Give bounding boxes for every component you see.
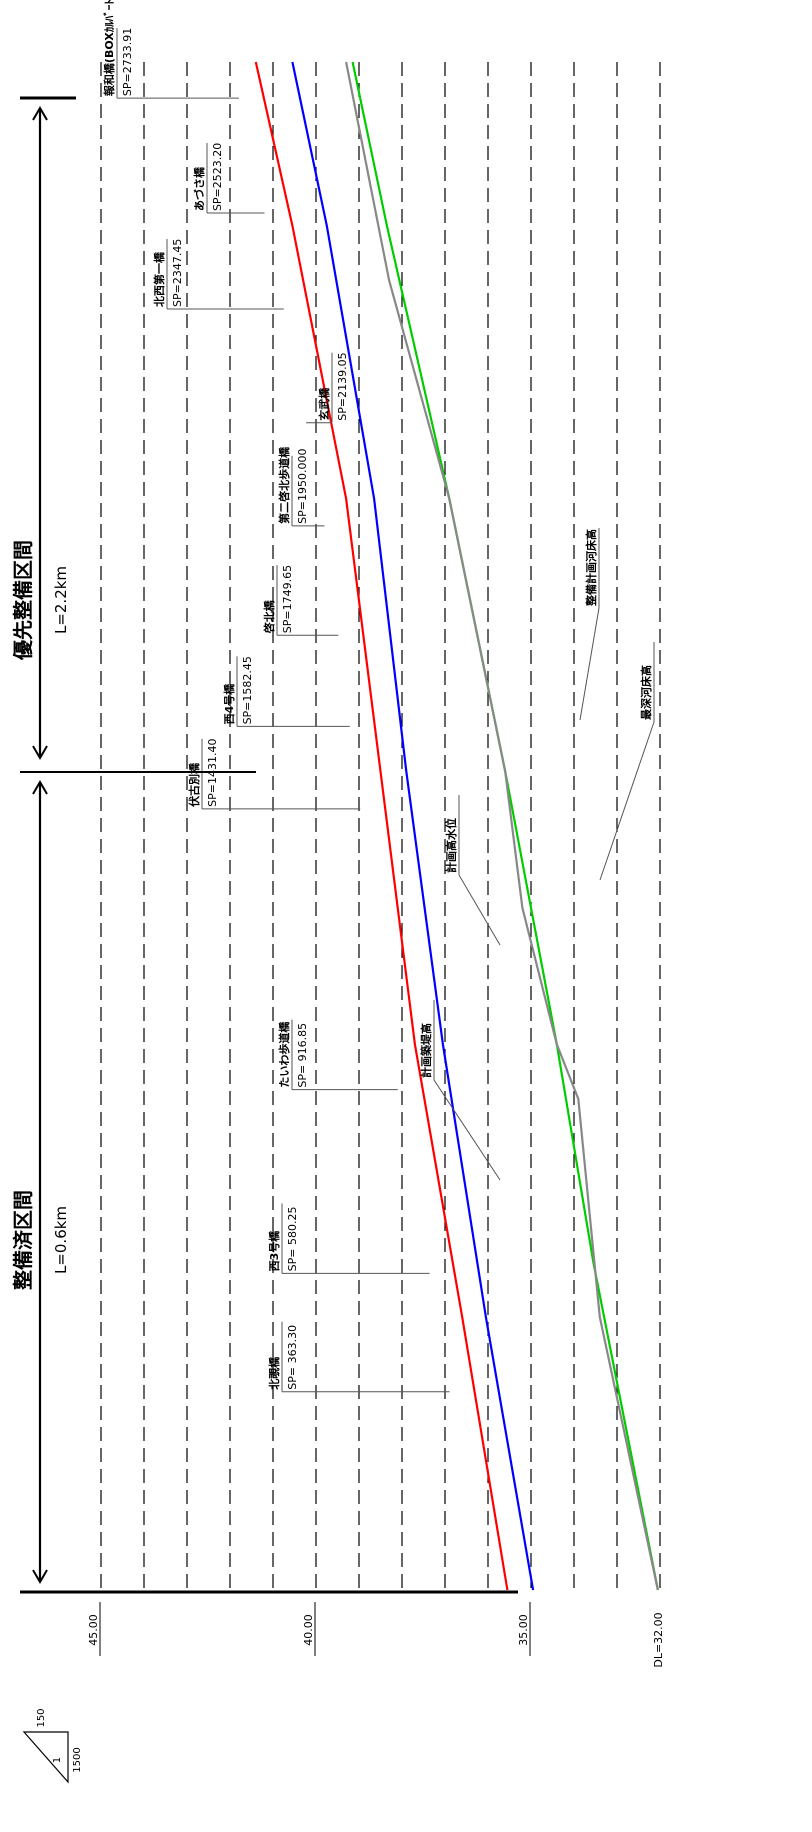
section-length-1: L=2.2km	[52, 566, 70, 634]
bridge-sp: SP= 916.85	[296, 1023, 309, 1088]
bridge-sp: SP=2523.20	[211, 143, 224, 211]
section-length-0: L=0.6km	[52, 1206, 70, 1274]
bridge-sp: SP=1749.65	[281, 565, 294, 633]
bridge-sp: SP= 363.30	[286, 1325, 299, 1390]
callout-leader	[433, 1079, 501, 1181]
bridge-name: 報和橋(BOXｶﾙﾊﾞｰﾄ)	[102, 0, 116, 96]
series-line-3	[345, 61, 659, 1591]
callout-leader	[599, 721, 655, 881]
scale-triangle: 1 150 1500	[22, 1708, 83, 1784]
y-tick-label: 45.00	[87, 1614, 100, 1646]
series-line-1	[291, 61, 535, 1591]
datum-label: DL=32.00	[652, 1612, 665, 1667]
bridge-name: 玄武橋	[317, 387, 331, 421]
bridge-name: 北西第一橋	[152, 251, 166, 307]
bridge-sp: SP=2139.05	[336, 352, 349, 420]
callout-label: 整備計画河床高	[584, 529, 598, 607]
series-line-0	[254, 61, 509, 1591]
bridge-name: 第二啓北歩道橋	[277, 446, 291, 524]
scale-triangle-shape	[22, 1731, 69, 1784]
grid: 45.00 40.00 35.00 DL=32.00	[87, 62, 665, 1668]
scale-vertical-value: 150	[36, 1708, 47, 1727]
bridge-name: 西4号橋	[222, 683, 236, 725]
callout-leader	[458, 874, 501, 946]
bridge-sp: SP=1582.45	[241, 656, 254, 724]
scale-horizontal-value: 1500	[72, 1747, 83, 1772]
bridge-name: 啓北橋	[262, 599, 276, 633]
bridge-sp: SP=2733.91	[121, 28, 134, 96]
bridge-name: 北覗橋	[267, 1356, 281, 1390]
callout-label: 最深河床高	[639, 665, 653, 720]
bridge-name: あづさ橋	[192, 166, 206, 211]
bridge-markers: 北覗橋 SP= 363.30 西3号橋 SP= 580.25 たいわ歩道橋 SP= 916…	[102, 0, 450, 1393]
arrow-head	[32, 1569, 48, 1584]
series-line-2	[351, 61, 659, 1591]
arrow-head	[32, 745, 48, 760]
arrow-head	[32, 780, 48, 795]
section-name-1: 優先整備区間	[11, 540, 35, 661]
bridge-sp: SP=1950.000	[296, 449, 309, 524]
bridge-name: 伏古別橋	[187, 762, 201, 807]
bridge-name: 西3号橋	[267, 1230, 281, 1272]
bridge-sp: SP= 580.25	[286, 1207, 299, 1272]
callout-label: 計画高水位	[444, 818, 458, 873]
y-tick-label: 40.00	[302, 1614, 315, 1646]
section-name-0: 整備済区間	[11, 1190, 35, 1291]
scale-vertical-unit: 1	[52, 1757, 63, 1763]
bridge-name: たいわ歩道橋	[277, 1021, 291, 1088]
section-markers: 整備済区間 L=0.6km 優先整備区間 L=2.2km	[11, 96, 518, 1594]
callout-leader	[579, 607, 600, 721]
arrow-head	[32, 106, 48, 121]
bridge-sp: SP=2347.45	[171, 239, 184, 307]
series-lines	[254, 61, 659, 1591]
callout-label: 計画築堤高	[419, 1023, 433, 1078]
y-tick-label: 35.00	[517, 1614, 530, 1646]
